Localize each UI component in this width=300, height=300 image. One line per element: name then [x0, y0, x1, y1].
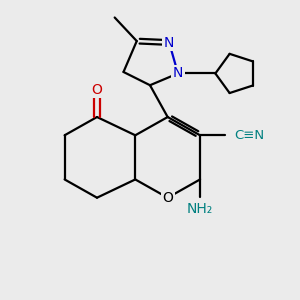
Text: N: N [164, 35, 174, 50]
Text: C≡N: C≡N [234, 129, 264, 142]
Text: O: O [162, 191, 173, 205]
Text: NH₂: NH₂ [187, 202, 213, 216]
Text: N: N [173, 66, 183, 80]
Text: O: O [92, 82, 102, 97]
